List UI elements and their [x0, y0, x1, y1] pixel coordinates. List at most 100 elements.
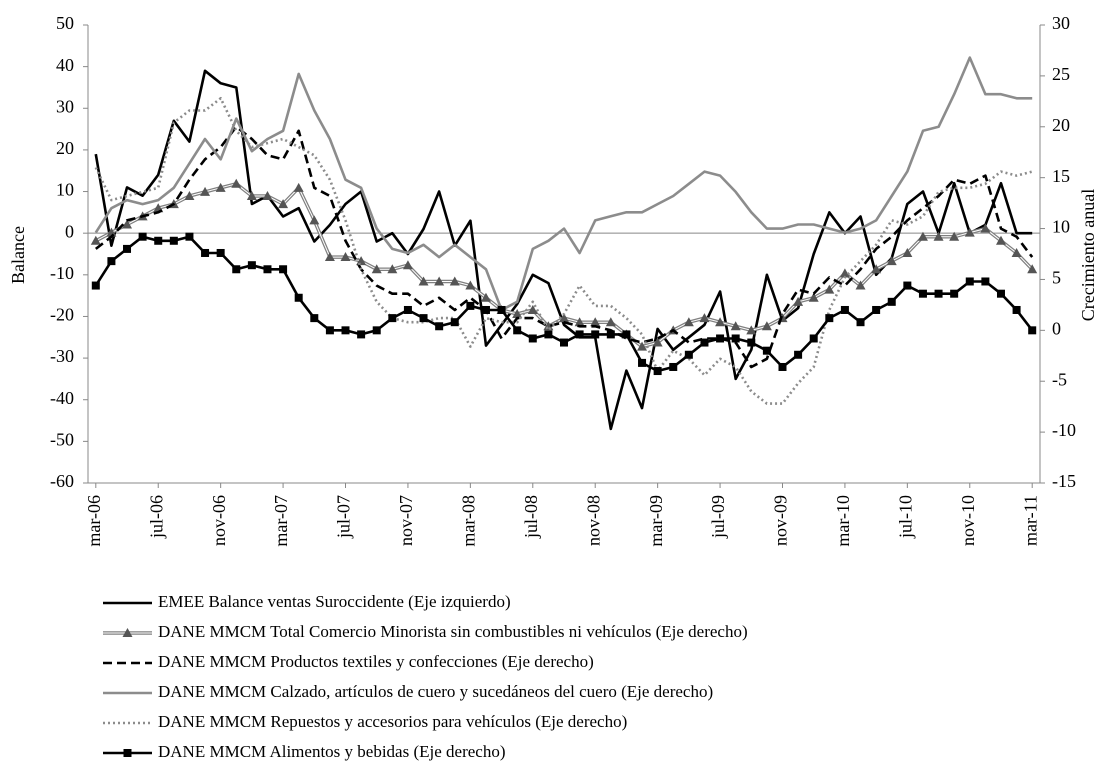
triangle-marker [871, 264, 882, 274]
triangle-marker [995, 235, 1006, 245]
x-tick-label: jul-08 [521, 495, 541, 539]
y2-axis-title: Crecimiento anual [1078, 189, 1098, 321]
square-marker [123, 749, 132, 757]
x-tick-label: mar-09 [646, 495, 666, 547]
triangle-marker [434, 276, 445, 286]
triangle-marker [465, 280, 476, 290]
x-tick-label: mar-10 [833, 495, 853, 547]
square-marker [372, 326, 381, 335]
y-tick-label: 0 [65, 221, 74, 241]
square-marker [903, 281, 912, 290]
square-marker [981, 277, 990, 286]
y-axis-title: Balance [8, 226, 28, 284]
square-marker [325, 326, 334, 335]
triangle-marker [387, 264, 398, 274]
legend-label: DANE MMCM Alimentos y bebidas (Eje derec… [158, 742, 506, 761]
x-tick-label: nov-06 [209, 495, 229, 546]
triangle-marker [793, 296, 804, 306]
triangle-marker [231, 178, 242, 188]
square-marker [201, 248, 210, 257]
triangle-marker [683, 317, 694, 327]
square-marker [591, 330, 600, 339]
square-marker [497, 305, 506, 314]
triangle-marker [761, 321, 772, 331]
square-marker [700, 338, 709, 347]
triangle-marker [309, 215, 320, 225]
series-line [94, 56, 1033, 312]
square-marker [341, 326, 350, 335]
square-marker [996, 289, 1005, 298]
triangle-marker [340, 252, 351, 262]
square-marker [840, 305, 849, 314]
square-marker [481, 305, 490, 314]
triangle-marker [1027, 264, 1038, 274]
legend-label: EMEE Balance ventas Suroccidente (Eje iz… [158, 592, 511, 611]
triangle-marker [574, 317, 585, 327]
y2-tick-label: 10 [1052, 217, 1070, 237]
square-marker [856, 318, 865, 327]
y2-tick-label: 0 [1052, 318, 1061, 338]
y-tick-label: -60 [50, 471, 74, 491]
triangle-marker [418, 276, 429, 286]
triangle-marker [449, 276, 460, 286]
square-marker [263, 265, 272, 274]
triangle-marker [637, 341, 648, 351]
x-tick-label: mar-07 [271, 495, 291, 547]
y2-tick-label: 25 [1052, 64, 1070, 84]
triangle-marker [746, 325, 757, 335]
y2-tick-label: -15 [1052, 471, 1076, 491]
square-marker [388, 314, 397, 323]
square-marker [934, 289, 943, 298]
square-marker [747, 338, 756, 347]
square-marker [419, 314, 428, 323]
triangle-marker [215, 182, 226, 192]
square-marker [123, 244, 132, 253]
x-tick-label: nov-07 [396, 495, 416, 546]
triangle-marker [184, 190, 195, 200]
square-marker [232, 265, 241, 274]
triangle-marker [122, 628, 133, 637]
triangle-marker [200, 186, 211, 196]
triangle-marker [356, 256, 367, 266]
square-marker [950, 289, 959, 298]
square-marker [622, 330, 631, 339]
square-marker [435, 322, 444, 331]
square-marker [684, 350, 693, 359]
triangle-marker [855, 280, 866, 290]
legend: EMEE Balance ventas Suroccidente (Eje iz… [103, 592, 748, 761]
triangle-marker [605, 317, 616, 327]
square-marker [544, 330, 553, 339]
triangle-marker [949, 231, 960, 241]
y2-tick-label: 5 [1052, 268, 1061, 288]
triangle-marker [106, 227, 117, 237]
triangle-marker [980, 223, 991, 233]
legend-label: DANE MMCM Total Comercio Minorista sin c… [158, 622, 748, 641]
square-marker [575, 330, 584, 339]
x-tick-label: mar-06 [84, 495, 104, 547]
y-tick-label: -20 [50, 305, 74, 325]
square-marker [778, 362, 787, 371]
triangle-marker [262, 190, 273, 200]
y-tick-label: 20 [56, 138, 74, 158]
square-marker [216, 248, 225, 257]
x-tick-label: jul-10 [895, 495, 915, 539]
triangle-marker [699, 313, 710, 323]
square-marker [653, 367, 662, 376]
y2-tick-label: 20 [1052, 115, 1070, 135]
square-marker [450, 318, 459, 327]
x-tick-label: nov-09 [771, 495, 791, 546]
square-marker [872, 305, 881, 314]
triangle-marker [715, 317, 726, 327]
series-line [94, 125, 1034, 369]
y-tick-label: 40 [56, 55, 74, 75]
triangle-marker [808, 292, 819, 302]
square-marker [247, 261, 256, 270]
square-marker [91, 281, 100, 290]
triangle-marker [278, 199, 289, 209]
triangle-marker [527, 304, 538, 314]
square-marker [965, 277, 974, 286]
square-marker [279, 265, 288, 274]
triangle-marker [590, 317, 601, 327]
triangle-marker [886, 256, 897, 266]
